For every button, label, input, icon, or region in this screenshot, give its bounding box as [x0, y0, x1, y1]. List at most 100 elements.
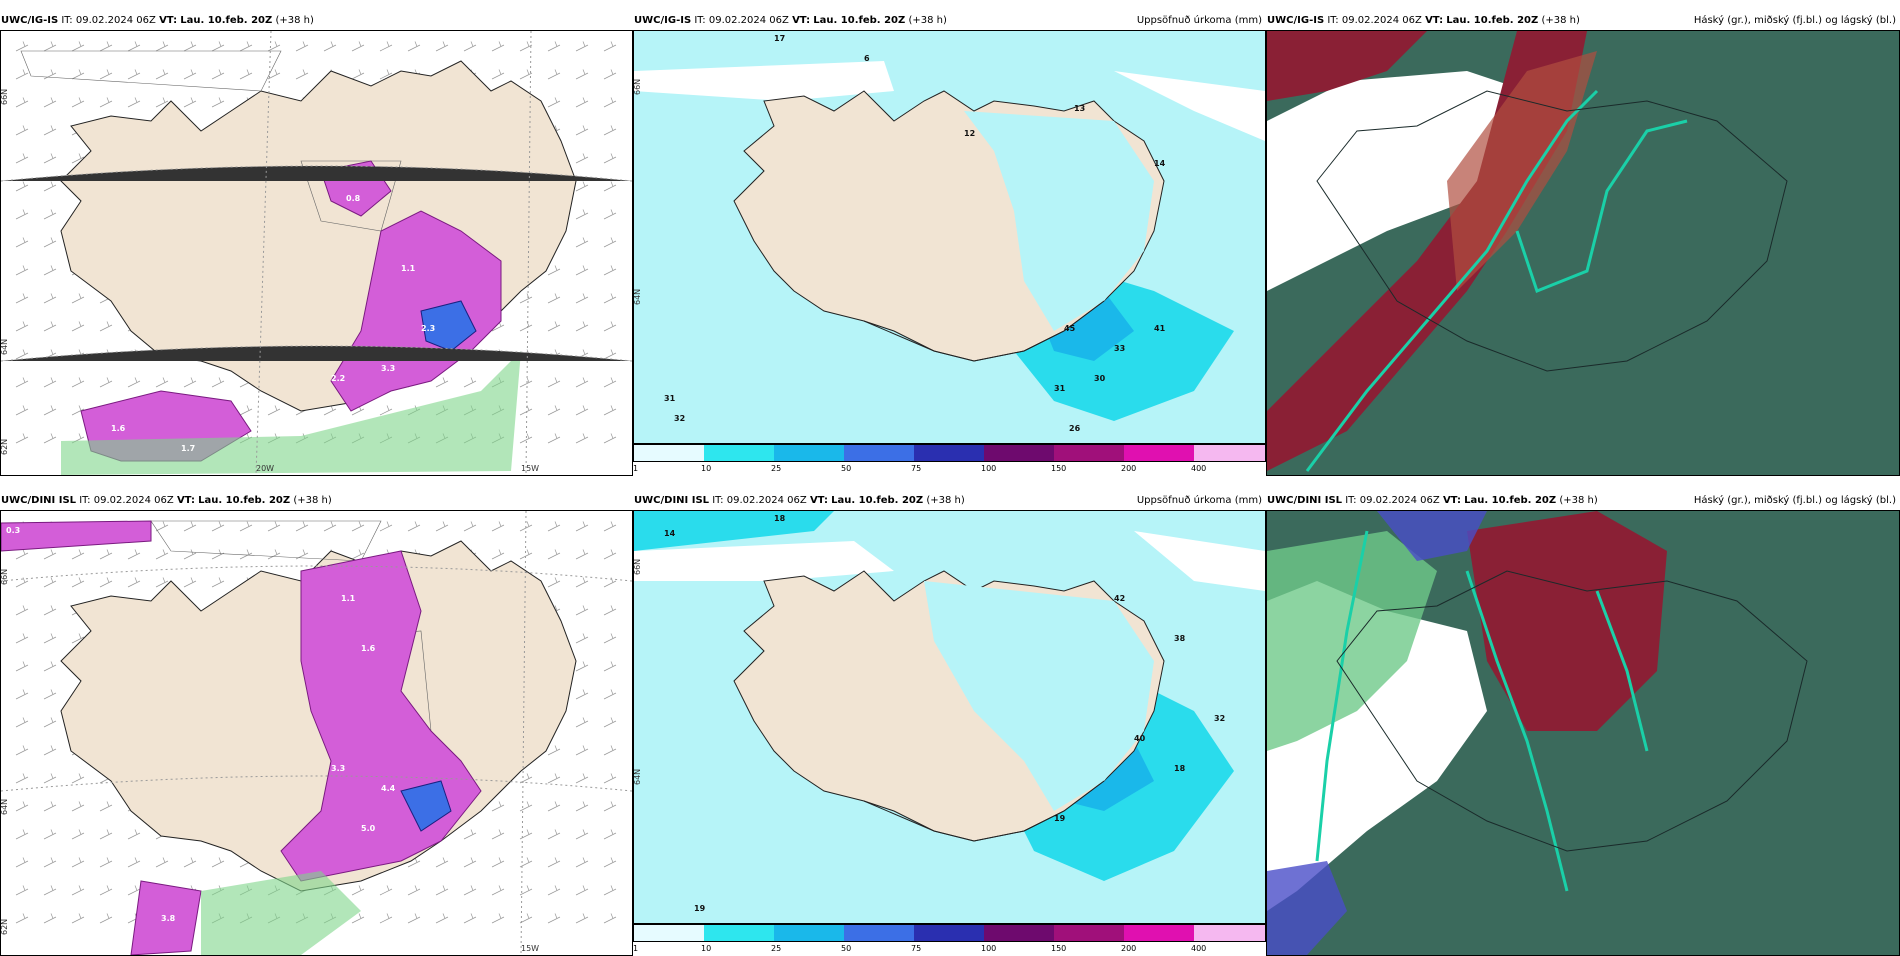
wind-map: 66N 64N 62N 15W 0.3 1.1 1.6 3.3 4.4 5.0 …: [0, 510, 633, 956]
coastline-outline: [863, 300, 1105, 362]
wind-barb: [603, 885, 617, 896]
wind-barb: [239, 69, 253, 80]
panel-header: UWC/DINI ISL IT: 09.02.2024 06Z VT: Lau.…: [1266, 492, 1900, 510]
wind-barb: [15, 237, 29, 248]
cloud-map: [1266, 510, 1900, 956]
lat-label-66: 66N: [634, 559, 642, 575]
init-time: IT: 09.02.2024 06Z: [61, 15, 156, 26]
panel-dini-precip: UWC/DINI ISL IT: 09.02.2024 06Z VT: Lau.…: [633, 492, 1266, 953]
value-label: 40: [1134, 734, 1146, 743]
wind-barb: [15, 913, 29, 924]
wind-barb: [603, 69, 617, 80]
wind-barb: [351, 885, 365, 896]
precip-map: 66N 64N 17 6 12 13 14 45 33 41 30 31 31 …: [633, 30, 1266, 444]
wind-barb: [379, 913, 393, 924]
colorbar-seg-7: [1054, 445, 1124, 461]
wind-barb: [379, 521, 393, 532]
wind-barb: [15, 293, 29, 304]
value-label: 26: [1069, 424, 1081, 433]
wind-barb: [43, 773, 57, 784]
value-label: 19: [1054, 814, 1066, 823]
wind-barb: [155, 549, 169, 560]
value-label: 45: [1064, 324, 1076, 333]
wind-barb: [603, 293, 617, 304]
dry-area: [634, 531, 1265, 591]
wind-barb: [575, 717, 589, 728]
wind-barb: [211, 97, 225, 108]
wind-barb: [575, 689, 589, 700]
value-label: 1.1: [401, 264, 416, 273]
wind-barb: [15, 633, 29, 644]
precip-values: 17 6 12 13 14 45 33 41 30 31 31 32 26: [664, 34, 1166, 433]
lon-label-15w: 15W: [521, 944, 539, 953]
wind-barb: [71, 549, 85, 560]
wind-barb: [491, 41, 505, 52]
wind-barb: [435, 377, 449, 388]
model-name: UWC/DINI ISL: [1, 495, 77, 506]
precip-map-svg: 66N 64N 14 18 42 38 40 32 18 19 19: [634, 511, 1265, 923]
wind-barb: [379, 885, 393, 896]
wind-barb: [127, 41, 141, 52]
wind-barb: [127, 829, 141, 840]
colorbar-seg-5: [914, 445, 984, 461]
colorbar-label: 1: [633, 464, 639, 473]
wind-barb: [15, 857, 29, 868]
wind-barb: [99, 885, 113, 896]
wind-barb: [603, 377, 617, 388]
wind-barb: [43, 153, 57, 164]
value-label: 3.8: [161, 914, 176, 923]
wind-barb: [239, 405, 253, 416]
wind-barb: [463, 913, 477, 924]
grid-lines: [1, 511, 632, 955]
wind-barb: [603, 237, 617, 248]
wind-barb: [575, 125, 589, 136]
vt-label: VT:: [809, 495, 828, 506]
wind-barb: [519, 829, 533, 840]
wind-barb: [603, 577, 617, 588]
cloud-map-svg: [1267, 511, 1899, 955]
wind-barb: [71, 377, 85, 388]
wind-barb: [71, 405, 85, 416]
value-label: 38: [1174, 634, 1186, 643]
lead-time: (+38 h): [1541, 15, 1580, 26]
colorbar-seg-1: [634, 925, 704, 941]
wind-barb: [435, 913, 449, 924]
colorbar-label: 75: [911, 944, 922, 953]
wind-barb: [603, 41, 617, 52]
wind-barb: [99, 41, 113, 52]
wind-barb: [43, 41, 57, 52]
wind-barb: [435, 41, 449, 52]
wind-barb: [43, 433, 57, 444]
wind-barb: [547, 829, 561, 840]
wind-barb: [71, 69, 85, 80]
wind-barb: [547, 577, 561, 588]
colorbar-label: 100: [981, 464, 997, 473]
wind-barb: [603, 405, 617, 416]
wind-map-svg: 66N 64N 62N 15W 0.3 1.1 1.6 3.3 4.4 5.0 …: [1, 511, 632, 955]
wind-barb: [547, 97, 561, 108]
wind-barb: [575, 885, 589, 896]
wind-barb: [43, 857, 57, 868]
wind-barb: [351, 913, 365, 924]
wind-barb: [71, 913, 85, 924]
colorbar-label: 200: [1121, 944, 1137, 953]
wind-barb: [127, 377, 141, 388]
wind-barb: [183, 41, 197, 52]
wind-barb: [155, 41, 169, 52]
value-label: 30: [1094, 374, 1106, 383]
coastline-outline: [863, 780, 1105, 842]
wind-barb: [43, 717, 57, 728]
wind-barb: [99, 69, 113, 80]
wind-barb: [71, 153, 85, 164]
init-time: IT: 09.02.2024 06Z: [1327, 15, 1422, 26]
wind-barb: [71, 41, 85, 52]
wind-barb: [519, 41, 533, 52]
colorbar-label: 100: [981, 944, 997, 953]
value-label: 12: [964, 129, 975, 138]
wind-barb: [71, 97, 85, 108]
colorbar-label: 10: [701, 944, 712, 953]
wind-barb: [183, 521, 197, 532]
wind-barb: [43, 605, 57, 616]
wind-barb: [15, 69, 29, 80]
wind-barb: [15, 321, 29, 332]
